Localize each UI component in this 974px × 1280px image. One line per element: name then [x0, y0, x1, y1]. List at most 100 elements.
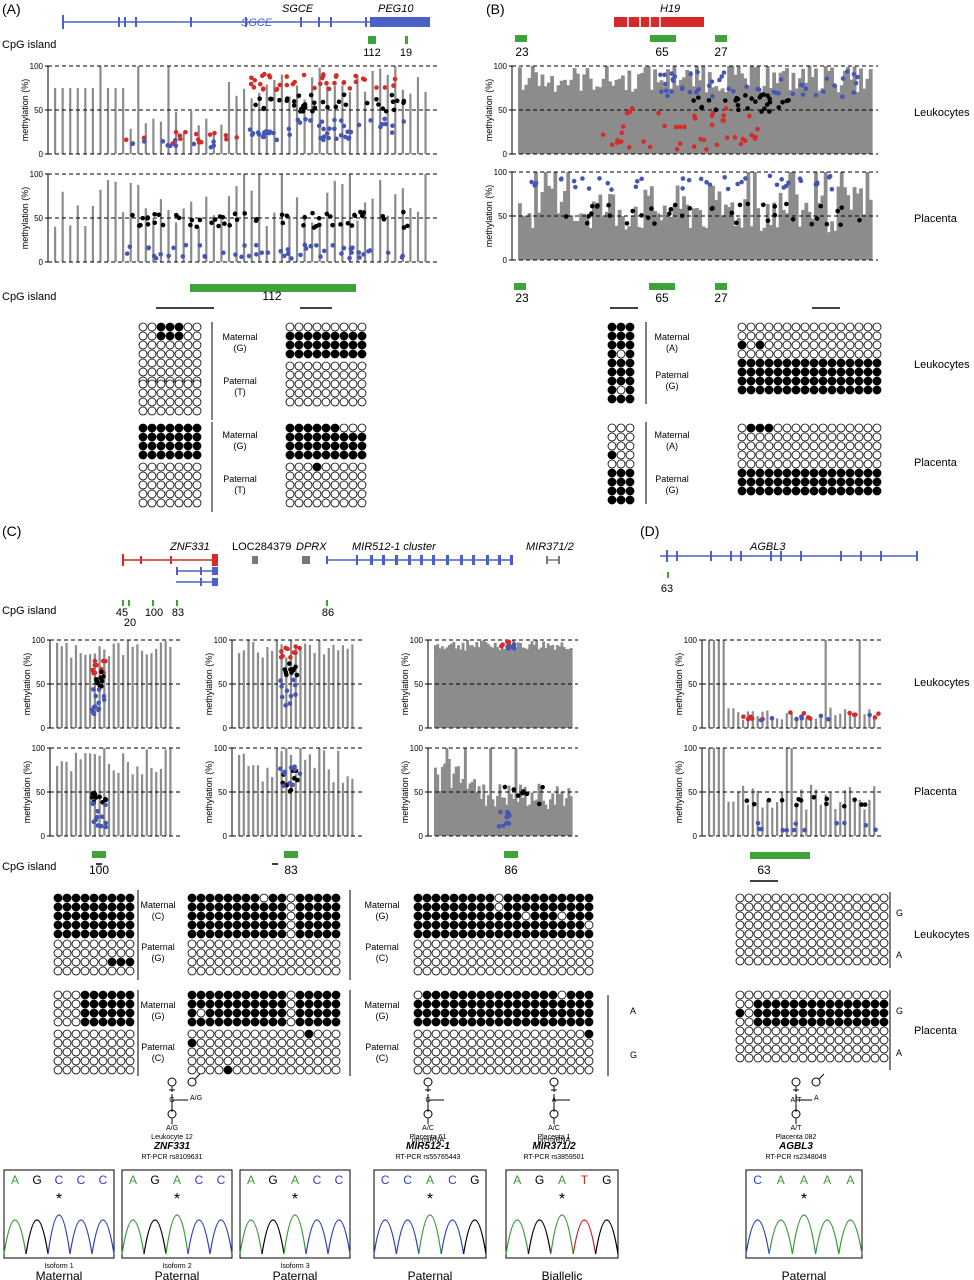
cpg-site	[165, 397, 175, 407]
cpg-id: 83	[284, 863, 298, 877]
maternal-point	[748, 714, 753, 720]
cpg-site	[548, 1065, 558, 1075]
total-point	[780, 99, 785, 105]
cpg-site	[312, 489, 322, 499]
total-point	[862, 802, 868, 807]
cpg-site	[863, 459, 873, 469]
cpg-site	[294, 450, 304, 460]
cpg-site	[485, 939, 495, 949]
cpg-site	[286, 939, 296, 949]
methylation-bar	[804, 202, 809, 260]
total-point	[227, 223, 232, 228]
cpg-site	[98, 939, 108, 949]
cpg-site	[584, 902, 594, 912]
methylation-bar	[308, 644, 311, 728]
methylation-bar	[519, 784, 522, 836]
cpg-site	[223, 1038, 233, 1048]
cpg-site	[548, 1056, 558, 1066]
maternal-point	[721, 113, 727, 118]
cpg-site	[53, 920, 63, 930]
cpg-site	[872, 423, 882, 433]
gene-label-peg10: PEG10	[378, 3, 414, 15]
methylation-bar	[155, 648, 158, 728]
methylation-bar	[839, 85, 844, 154]
paternal-point	[390, 123, 395, 129]
cpg-site	[771, 938, 781, 948]
cpg-site	[295, 957, 305, 967]
cpg-site	[818, 340, 828, 350]
cpg-site	[62, 1065, 72, 1075]
cpg-site	[304, 1029, 314, 1039]
cpg-site	[71, 902, 81, 912]
maternal-point	[724, 135, 730, 140]
paternal-point	[316, 123, 322, 129]
methylation-bar	[252, 765, 255, 836]
allele-label-c1-paternal2: Paternal	[141, 1042, 175, 1052]
cpg-site	[422, 920, 432, 930]
cpg-site	[294, 388, 304, 398]
peak-trace	[595, 1219, 619, 1255]
allele-label-c1-maternal-allele: (C)	[152, 911, 165, 921]
cpg-site	[330, 423, 340, 433]
methylation-bar	[76, 205, 79, 262]
cpg-site	[125, 902, 135, 912]
agbl3-gene-exon	[800, 551, 802, 561]
cpg-site	[836, 322, 846, 332]
mir512-gene-exon	[420, 555, 423, 565]
cpg-island	[122, 600, 124, 606]
cpg-site	[494, 1065, 504, 1075]
pedigree-assay: RT-PCR rs3859501	[524, 1154, 585, 1161]
y-tick-label: 50	[34, 106, 43, 115]
cpg-site	[138, 367, 148, 377]
cpg-site	[789, 1044, 799, 1054]
methylation-bar	[819, 804, 822, 836]
cpg-site	[303, 388, 313, 398]
methylation-bar	[617, 209, 622, 260]
cpg-site	[773, 468, 783, 478]
paternal-point	[318, 254, 323, 259]
female-icon	[423, 1077, 433, 1087]
methylation-bar	[549, 799, 552, 836]
cpg-site	[458, 966, 468, 976]
cpg-site	[834, 1053, 844, 1063]
cpg-site	[825, 1017, 835, 1027]
cpg-site	[357, 331, 367, 341]
total-point	[242, 211, 248, 216]
cpg-site	[458, 1029, 468, 1039]
methylation-bar	[401, 188, 404, 262]
total-point	[97, 794, 102, 800]
cpg-site	[285, 322, 295, 332]
paternal-point	[339, 251, 344, 256]
maternal-point	[332, 80, 337, 86]
cpg-site	[566, 1047, 576, 1057]
cpg-site	[467, 1056, 477, 1066]
cpg-site	[303, 331, 313, 341]
cpg-site	[107, 902, 117, 912]
methylation-bar	[438, 648, 442, 728]
y-tick-label: 50	[218, 680, 227, 689]
female-icon	[549, 1077, 559, 1087]
cpg-site	[879, 929, 889, 939]
maternal-point	[297, 645, 302, 651]
cpg-site	[331, 966, 341, 976]
cpg-site	[746, 441, 756, 451]
methylation-bar	[250, 190, 253, 262]
base-call: G	[150, 1173, 159, 1187]
cpg-site	[494, 929, 504, 939]
methylation-bar	[865, 172, 870, 260]
methylation-bar	[535, 799, 539, 836]
pedigree-mother-genotype: G	[169, 1097, 174, 1104]
methylation-bar	[103, 649, 106, 728]
cpg-site	[295, 990, 305, 1000]
cpg-site	[294, 331, 304, 341]
pedigree-sample: Leukocyte 12	[151, 1134, 193, 1141]
sgce-gene-exon	[62, 15, 64, 29]
maternal-point	[277, 82, 283, 88]
cpg-site	[807, 1017, 817, 1027]
methylation-bar	[332, 644, 335, 728]
methylation-bar	[817, 90, 822, 154]
methylation-bar	[707, 187, 712, 260]
cpg-site	[798, 990, 808, 1000]
y-tick-label: 0	[39, 150, 44, 159]
paternal-point	[827, 173, 833, 179]
